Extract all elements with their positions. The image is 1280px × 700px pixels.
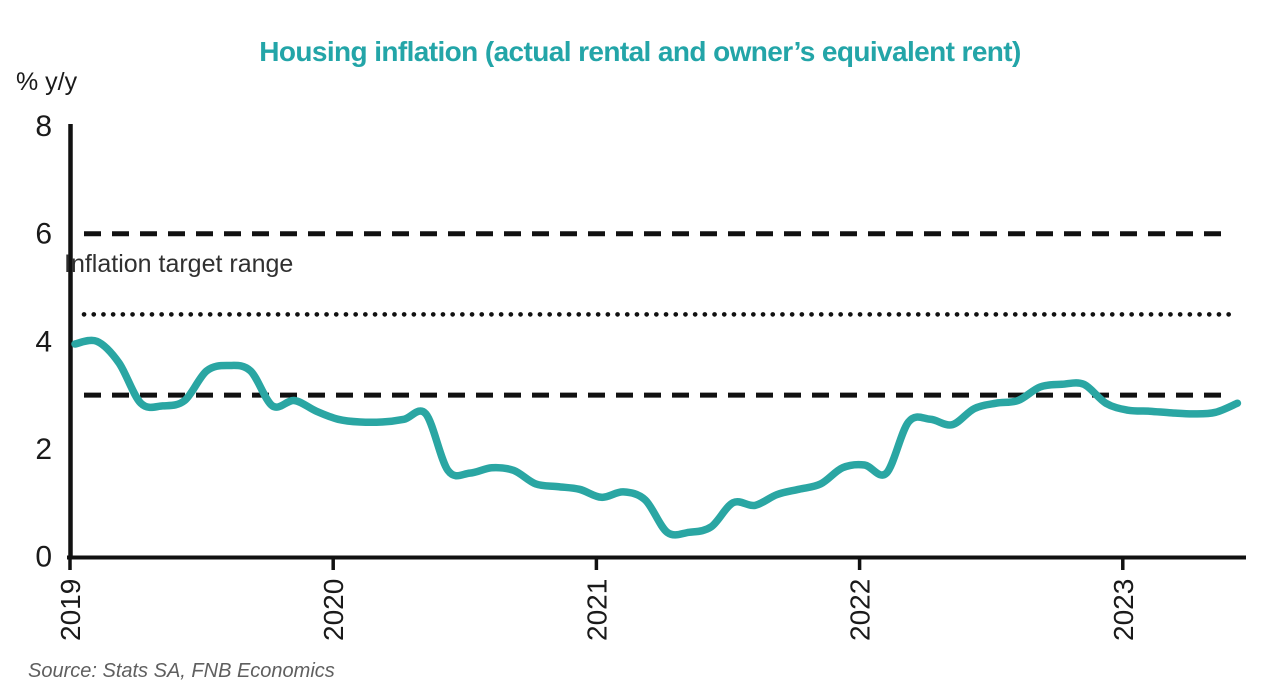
chart-title: Housing inflation (actual rental and own… [259,36,1021,67]
source-note: Source: Stats SA, FNB Economics [28,660,335,682]
x-tick-label-2023: 2023 [1108,579,1139,641]
x-tick-label-2021: 2021 [581,579,612,641]
y-tick-label-2: 2 [35,433,52,466]
y-axis-unit-label: % y/y [16,68,78,96]
housing-inflation-line [71,336,1242,539]
y-tick-label-6: 6 [35,218,52,251]
y-tick-label-8: 8 [35,110,52,143]
x-tick-label-2019: 2019 [55,579,86,641]
y-tick-label-4: 4 [35,325,52,358]
x-tick-label-2020: 2020 [318,579,349,641]
x-tick-label-2022: 2022 [845,579,876,641]
inflation-target-range-label: Inflation target range [64,250,294,278]
y-tick-label-0: 0 [35,541,52,574]
